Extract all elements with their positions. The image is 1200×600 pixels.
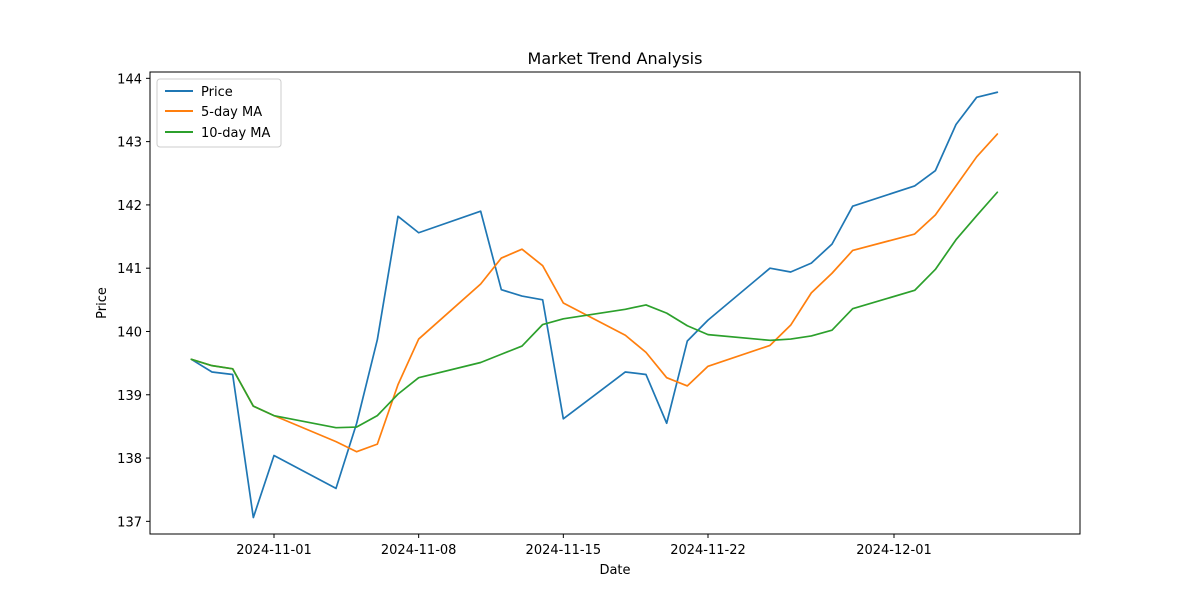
legend: Price 5-day MA 10-day MA [156,78,282,148]
x-tick-label: 2024-12-01 [856,543,932,558]
legend-label-price: Price [201,85,233,100]
y-tick-label: 141 [117,262,142,277]
legend-box [156,78,282,148]
series-layer [190,91,999,519]
chart-title: Market Trend Analysis [528,49,703,68]
y-tick-label: 142 [117,199,142,214]
series-line-5-day-ma [190,133,999,453]
y-tick-label: 143 [117,136,142,151]
x-axis-label: Date [599,563,630,578]
x-axis: 2024-11-01 2024-11-08 2024-11-15 2024-11-22… [236,534,932,558]
x-tick-label: 2024-11-15 [526,543,602,558]
y-tick-label: 140 [117,325,142,340]
series-line-10-day-ma [190,191,999,429]
y-tick-label: 137 [117,515,142,530]
plot-frame [149,71,1081,535]
y-tick-label: 144 [117,72,142,87]
x-tick-label: 2024-11-08 [381,543,457,558]
legend-label-10day: 10-day MA [201,126,270,141]
y-axis: 137 138 139 140 141 142 143 144 [117,72,150,530]
x-tick-label: 2024-11-01 [236,543,312,558]
y-tick-label: 139 [117,389,142,404]
series-line-price [190,91,999,519]
y-axis-label: Price [95,287,110,319]
x-tick-label: 2024-11-22 [670,543,746,558]
y-tick-label: 138 [117,452,142,467]
legend-label-5day: 5-day MA [201,105,262,120]
